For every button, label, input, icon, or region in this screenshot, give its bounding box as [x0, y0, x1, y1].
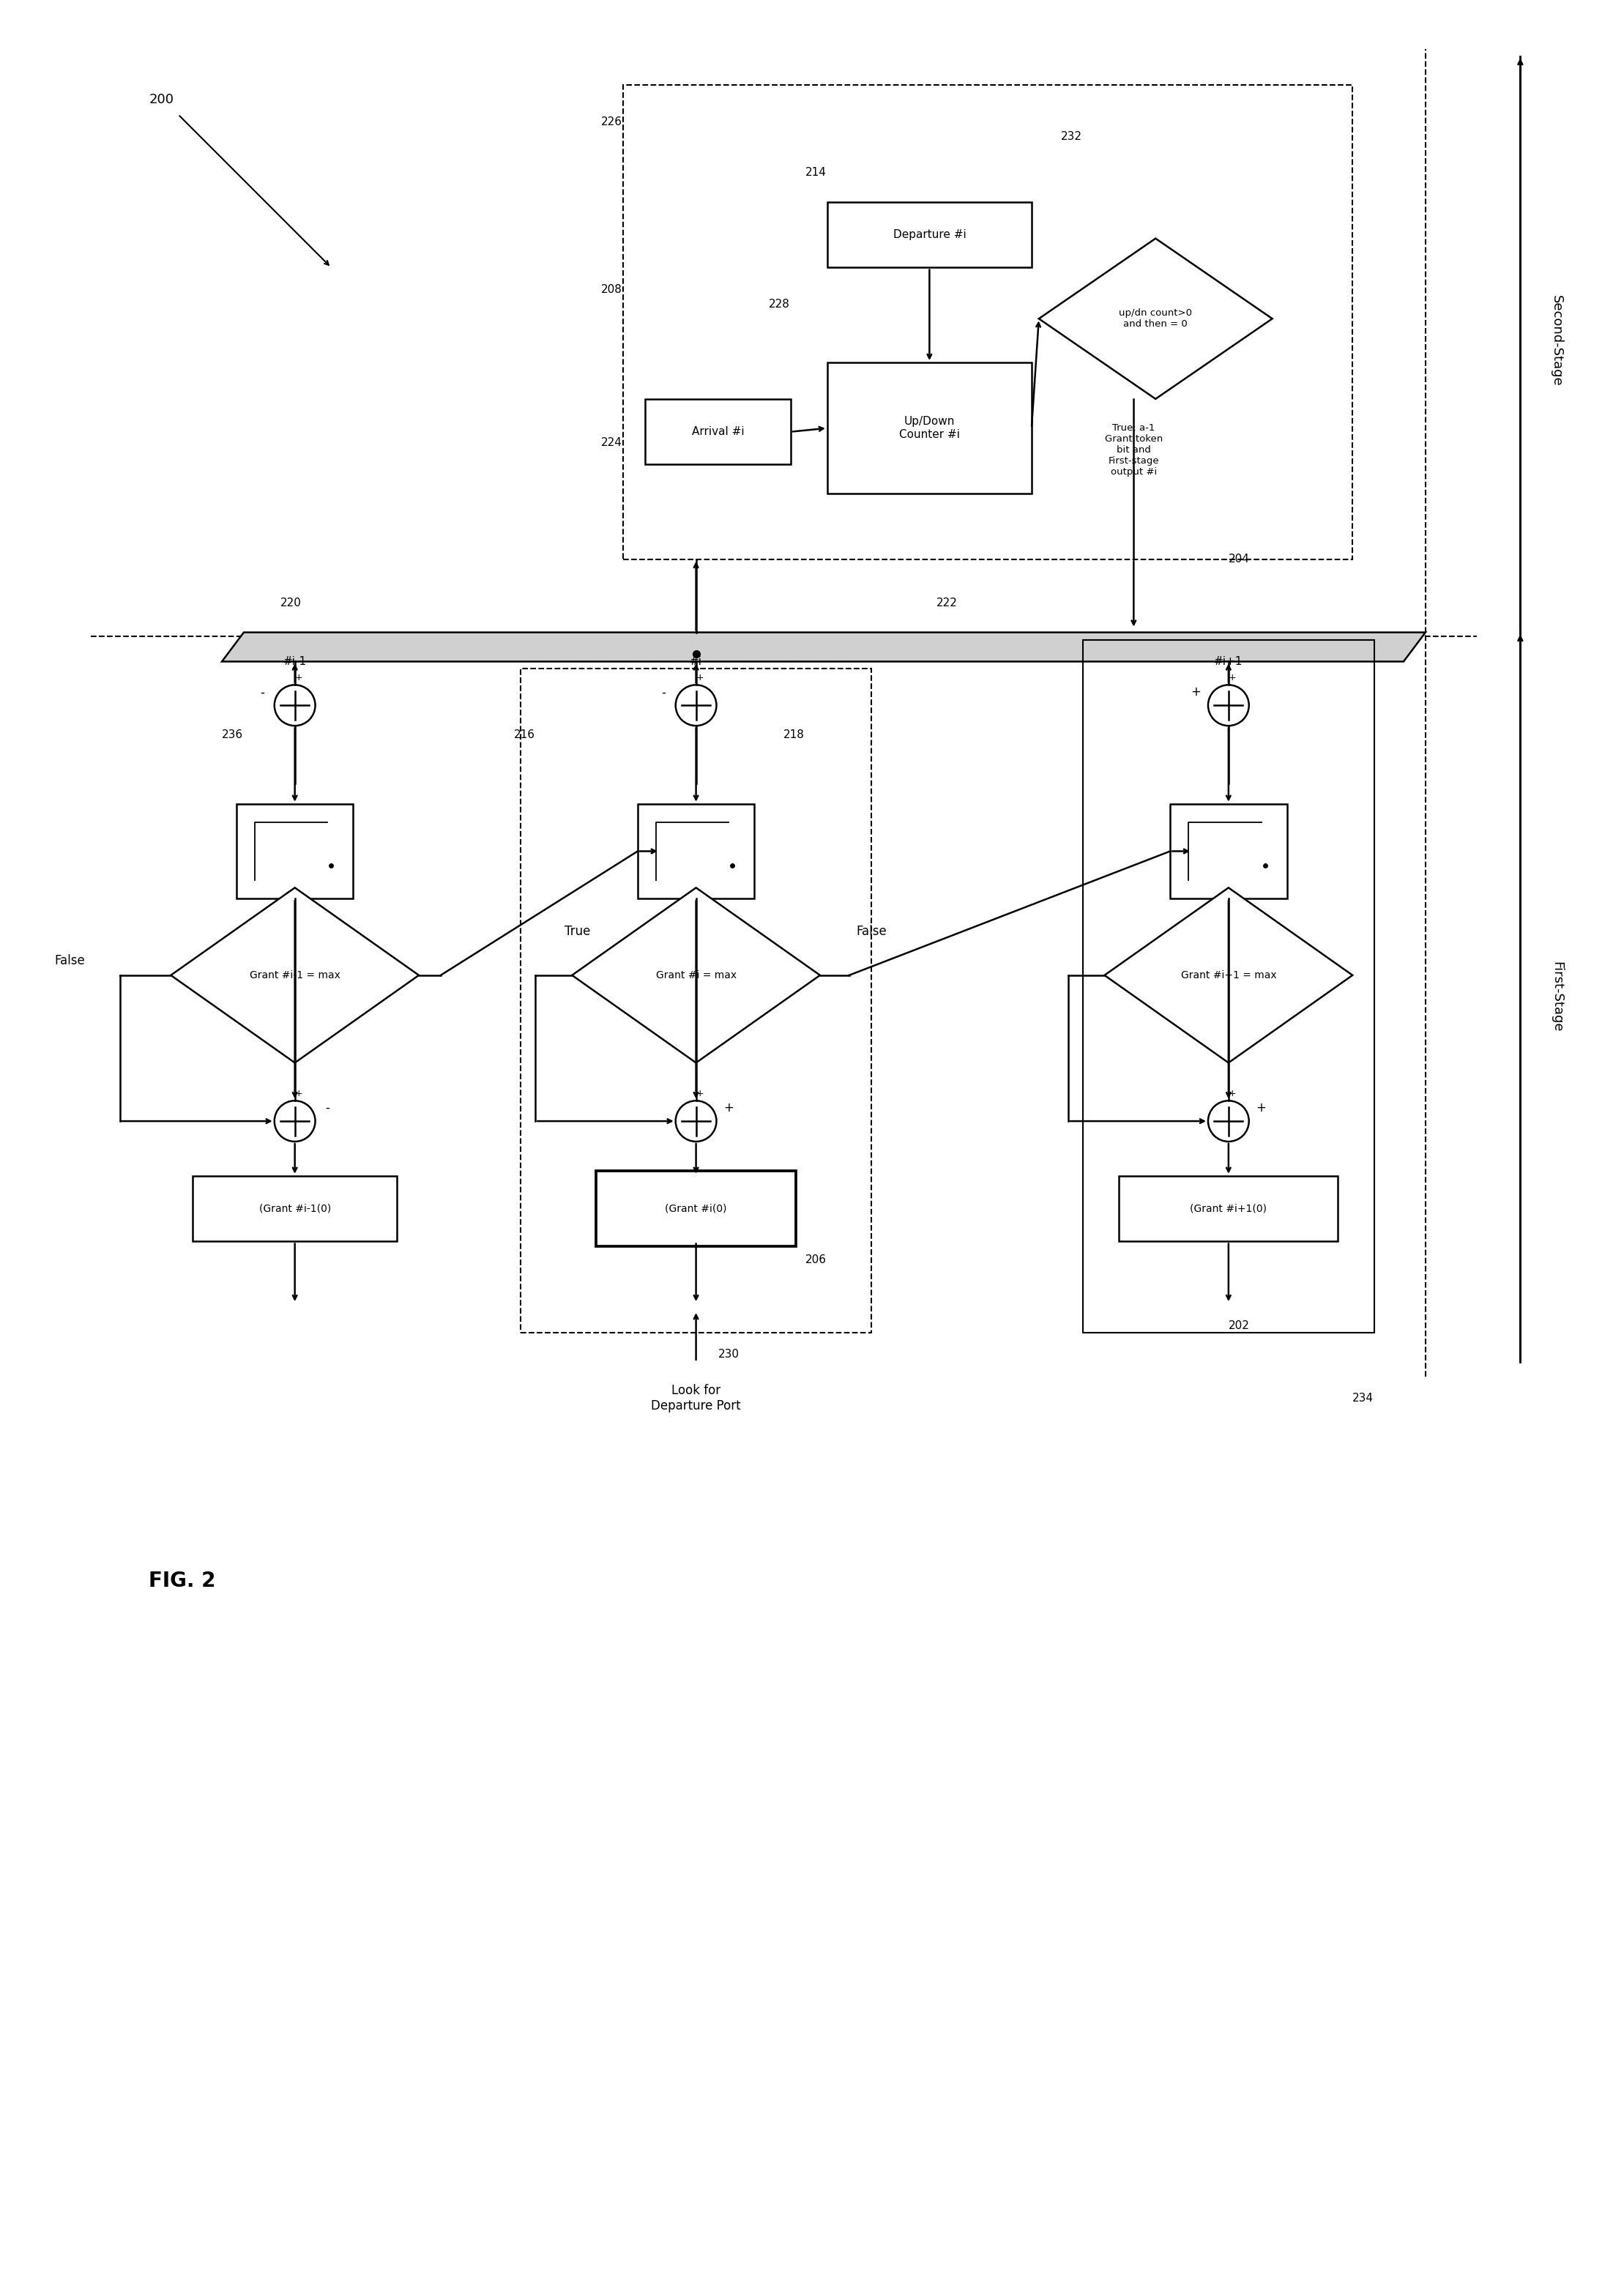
FancyBboxPatch shape — [596, 1171, 796, 1246]
Polygon shape — [171, 888, 419, 1064]
Text: Grant #i-1 = max: Grant #i-1 = max — [250, 970, 339, 980]
Text: Grant #i+1 = max: Grant #i+1 = max — [1181, 970, 1276, 980]
Text: True: a-1
Grant token
bit and
First-stage
output #i: True: a-1 Grant token bit and First-stag… — [1104, 424, 1163, 476]
Text: +: + — [1228, 1089, 1236, 1098]
Text: First-Stage: First-Stage — [1551, 961, 1564, 1032]
Text: 222: 222 — [937, 597, 958, 608]
FancyBboxPatch shape — [645, 399, 791, 465]
Text: Arrival #i: Arrival #i — [692, 426, 744, 437]
Circle shape — [1208, 1100, 1249, 1141]
Text: (Grant #i-1(0): (Grant #i-1(0) — [258, 1203, 331, 1214]
Text: False: False — [54, 954, 84, 968]
Text: -: - — [661, 686, 666, 699]
Text: Second-Stage: Second-Stage — [1551, 294, 1564, 387]
Text: +: + — [1257, 1100, 1267, 1114]
Text: 216: 216 — [513, 729, 534, 740]
Text: +: + — [1228, 672, 1236, 683]
FancyBboxPatch shape — [193, 1175, 396, 1242]
Text: 202: 202 — [1228, 1319, 1249, 1330]
FancyBboxPatch shape — [237, 804, 352, 898]
Circle shape — [274, 1100, 315, 1141]
Text: -: - — [260, 686, 265, 699]
Text: -: - — [325, 1100, 330, 1114]
Text: #i-1: #i-1 — [283, 656, 307, 667]
Text: 236: 236 — [222, 729, 244, 740]
Text: 206: 206 — [806, 1255, 827, 1264]
Polygon shape — [222, 633, 1426, 661]
Circle shape — [274, 686, 315, 727]
Text: +: + — [724, 1100, 734, 1114]
Text: +: + — [695, 1089, 703, 1098]
Text: 224: 224 — [601, 437, 622, 449]
Text: 232: 232 — [1060, 130, 1082, 141]
Text: +: + — [294, 672, 302, 683]
Text: Departure #i: Departure #i — [893, 230, 966, 239]
Text: +: + — [1190, 686, 1200, 699]
FancyBboxPatch shape — [1171, 804, 1286, 898]
FancyBboxPatch shape — [601, 1175, 791, 1242]
Circle shape — [1208, 686, 1249, 727]
Text: 230: 230 — [718, 1349, 739, 1360]
Text: up/dn count>0
and then = 0: up/dn count>0 and then = 0 — [1119, 308, 1192, 328]
Text: #i+1: #i+1 — [1215, 656, 1242, 667]
FancyBboxPatch shape — [827, 362, 1031, 494]
Text: (Grant #i(0): (Grant #i(0) — [666, 1203, 728, 1214]
Text: 228: 228 — [768, 298, 791, 310]
Text: (Grant #i+1(0): (Grant #i+1(0) — [1190, 1203, 1267, 1214]
Text: True: True — [565, 925, 591, 939]
Text: Up/Down
Counter #i: Up/Down Counter #i — [900, 417, 960, 440]
Text: 220: 220 — [281, 597, 302, 608]
FancyBboxPatch shape — [1119, 1175, 1338, 1242]
Text: 234: 234 — [1353, 1392, 1374, 1403]
Text: +: + — [294, 1089, 302, 1098]
Text: Grant #i = max: Grant #i = max — [656, 970, 736, 980]
Circle shape — [676, 686, 716, 727]
Polygon shape — [1104, 888, 1353, 1064]
Text: Look for
Departure Port: Look for Departure Port — [651, 1385, 741, 1412]
Text: 218: 218 — [783, 729, 806, 740]
FancyBboxPatch shape — [638, 804, 755, 898]
Text: False: False — [856, 925, 887, 939]
Polygon shape — [572, 888, 820, 1064]
Text: 214: 214 — [806, 166, 827, 178]
Text: 226: 226 — [601, 116, 622, 128]
Text: 204: 204 — [1228, 554, 1249, 565]
Text: FIG. 2: FIG. 2 — [149, 1570, 216, 1590]
Text: +: + — [695, 672, 703, 683]
Text: #i: #i — [690, 656, 702, 667]
Text: 208: 208 — [601, 285, 622, 296]
Text: 200: 200 — [149, 93, 174, 107]
Circle shape — [676, 1100, 716, 1141]
Polygon shape — [1039, 239, 1272, 399]
FancyBboxPatch shape — [827, 203, 1031, 267]
